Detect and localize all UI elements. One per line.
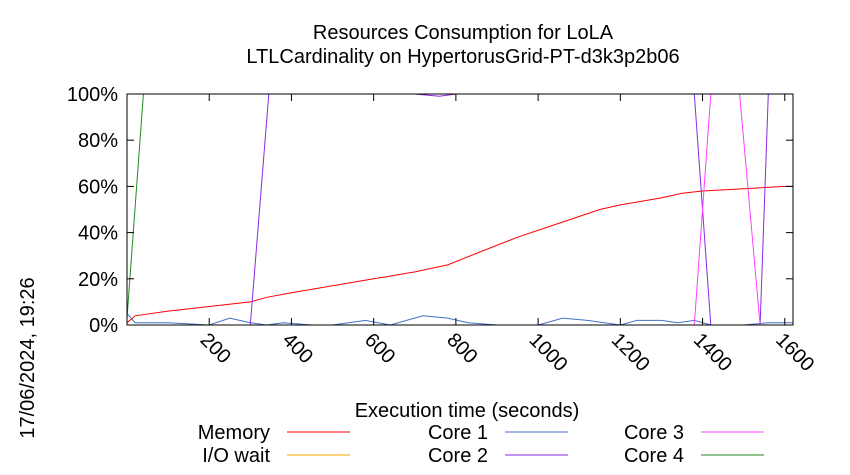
- x-tick-label: 1600: [771, 329, 818, 376]
- x-tick-label: 400: [278, 329, 317, 368]
- plot-frame: [126, 93, 794, 326]
- series-line-memory: [126, 185, 793, 324]
- x-tick-label: 800: [442, 329, 481, 368]
- x-tick-label: 600: [360, 329, 399, 368]
- y-tick-label: 40%: [78, 223, 118, 245]
- legend-label: I/O wait: [202, 445, 270, 467]
- legend-label: Core 3: [624, 422, 684, 444]
- x-tick-label: 1400: [689, 329, 736, 376]
- x-axis: 200 400 600 800 1000 1200 1400 1600: [196, 94, 818, 376]
- legend-label: Core 4: [624, 445, 684, 467]
- legend-label: Core 2: [428, 445, 488, 467]
- y-axis: 0% 20% 40% 60% 80% 100%: [67, 84, 793, 337]
- series-line-core-1: [126, 313, 793, 326]
- series-line-core-4: [126, 93, 793, 319]
- legend-label: Memory: [198, 422, 270, 444]
- y-tick-label: 0%: [89, 315, 118, 337]
- series-line-core-2: [127, 93, 793, 326]
- y-tick-label: 100%: [67, 84, 118, 106]
- chart-subtitle: LTLCardinality on HypertorusGrid-PT-d3k3…: [246, 46, 679, 68]
- y-tick-label: 20%: [78, 269, 118, 291]
- y-tick-label: 60%: [78, 176, 118, 198]
- x-tick-label: 1200: [607, 329, 654, 376]
- chart-title: Resources Consumption for LoLA: [313, 22, 614, 44]
- x-tick-label: 1000: [525, 329, 572, 376]
- plot-series: [126, 93, 793, 326]
- x-tick-label: 200: [196, 329, 235, 368]
- timestamp: 17/06/2024, 19:26: [17, 277, 39, 438]
- series-line-core-3: [127, 93, 793, 326]
- legend-label: Core 1: [428, 422, 488, 444]
- x-axis-label: Execution time (seconds): [355, 400, 580, 422]
- y-tick-label: 80%: [78, 130, 118, 152]
